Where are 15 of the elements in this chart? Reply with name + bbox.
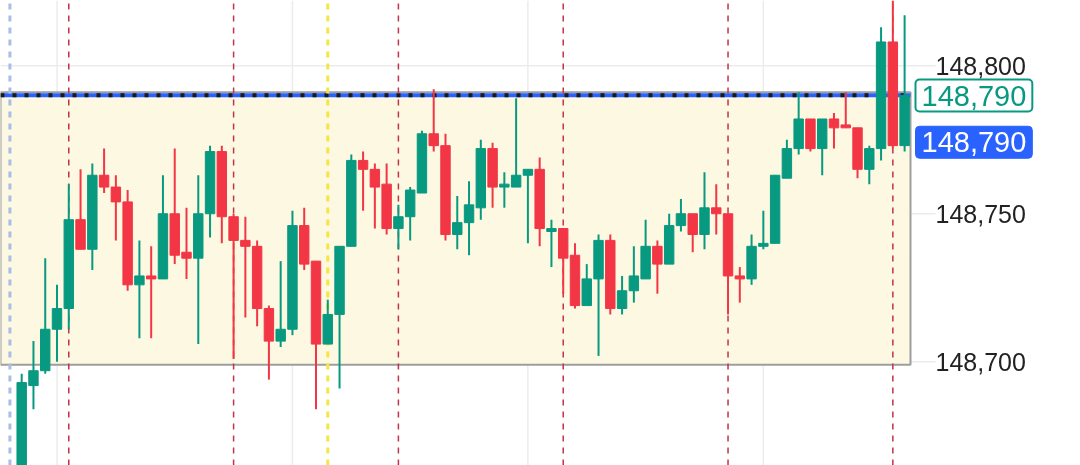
candlestick: [687, 212, 698, 254]
candlestick: [452, 194, 463, 251]
candlestick: [357, 150, 369, 212]
candlestick: [134, 239, 145, 340]
candlestick: [522, 168, 534, 245]
candlestick: [98, 147, 110, 195]
ref-line-label: 148,790: [921, 126, 1027, 159]
candlestick: [546, 218, 557, 269]
candlestick: [675, 197, 687, 233]
candlestick: [652, 239, 663, 295]
y-tick-label: 148,750: [935, 199, 1026, 228]
candlestick: [145, 245, 157, 340]
text: 148,790: [921, 79, 1027, 112]
y-tick-label: 148,800: [935, 51, 1026, 80]
y-tick-label: 148,700: [935, 347, 1026, 376]
